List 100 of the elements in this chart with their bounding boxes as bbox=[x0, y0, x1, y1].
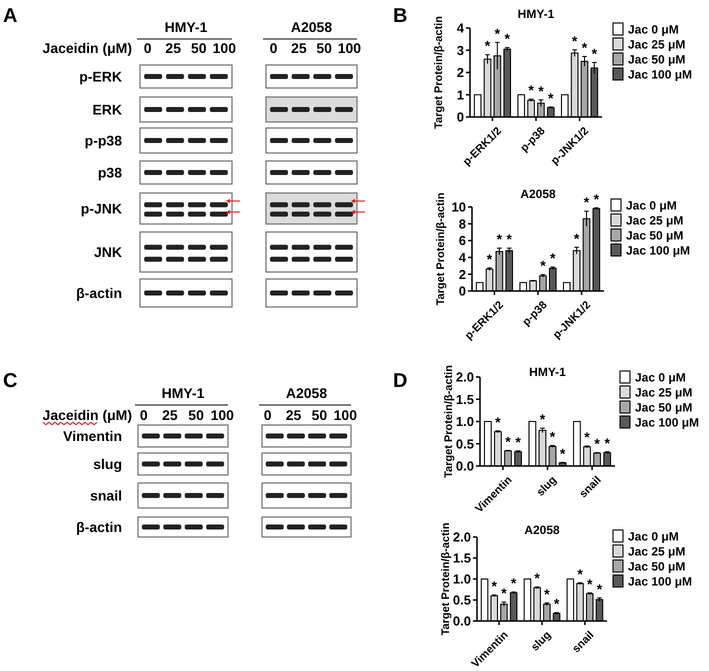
legend-label: Jac 25 μM bbox=[628, 544, 686, 558]
y-tick-label: 1.5 bbox=[452, 550, 471, 566]
data-label: * bbox=[582, 39, 588, 56]
text: Jaceidin (μM) bbox=[42, 407, 132, 423]
y-tick-label: 0.5 bbox=[456, 436, 474, 452]
data-label: * bbox=[505, 433, 512, 450]
legend-label: Jac 25 μM bbox=[628, 38, 686, 52]
data-label: * bbox=[596, 580, 603, 597]
data-label: * bbox=[544, 586, 550, 602]
text: HMY-1 bbox=[162, 385, 205, 401]
text: A bbox=[3, 5, 18, 27]
y-tick-label: 3 bbox=[456, 42, 464, 58]
data-label: * bbox=[584, 194, 590, 210]
category-label: 100 bbox=[210, 407, 234, 423]
data-label: * bbox=[496, 231, 503, 248]
y-axis-title: Target Protein/β-actin bbox=[443, 364, 455, 478]
category-label: 25 bbox=[165, 40, 182, 56]
data-label: * bbox=[495, 414, 502, 430]
y-tick-label: 1 bbox=[456, 87, 464, 102]
category-label: 0 bbox=[270, 40, 278, 56]
legend-label: Jac 0 μM bbox=[635, 370, 686, 384]
category-label: 0 bbox=[264, 407, 272, 423]
category-label: p-JNK bbox=[80, 200, 122, 216]
y-tick-label: 2 bbox=[458, 266, 466, 282]
category-label: slug bbox=[93, 456, 122, 472]
category-label: 50 bbox=[188, 407, 204, 423]
legend-label: Jac 100 μM bbox=[635, 416, 700, 430]
y-tick-label: 1.5 bbox=[456, 392, 474, 407]
y-tick-label: 0.0 bbox=[456, 458, 474, 474]
data-label: * bbox=[548, 90, 554, 106]
data-label: * bbox=[604, 434, 610, 451]
legend-label: Jac 100 μM bbox=[628, 68, 692, 82]
category-label: 25 bbox=[162, 407, 178, 423]
category-label: β-actin bbox=[76, 519, 122, 535]
chart-title: HMY-1 bbox=[529, 365, 566, 379]
data-label: * bbox=[592, 45, 598, 62]
data-label: * bbox=[550, 428, 556, 445]
y-tick-label: 1.0 bbox=[452, 572, 471, 587]
y-tick-label: 4 bbox=[456, 20, 465, 36]
category-label: ERK bbox=[92, 102, 122, 118]
y-tick-label: 0 bbox=[458, 284, 466, 299]
data-label: * bbox=[584, 428, 590, 445]
legend-label: Jac 50 μM bbox=[626, 228, 684, 242]
data-label: * bbox=[587, 576, 594, 592]
legend-label: Jac 100 μM bbox=[626, 244, 690, 258]
legend-label: Jac 0 μM bbox=[628, 22, 679, 36]
legend-label: Jac 0 μM bbox=[628, 530, 679, 544]
y-tick-label: 0 bbox=[456, 110, 464, 125]
y-tick-label: 8 bbox=[458, 216, 466, 232]
data-label: * bbox=[486, 250, 493, 267]
chart-title: A2058 bbox=[520, 187, 556, 201]
y-axis-title: Target Protein/β-actin bbox=[440, 522, 452, 636]
legend-label: Jac 25 μM bbox=[626, 214, 684, 228]
category-label: p-ERK bbox=[79, 68, 122, 84]
data-label: * bbox=[594, 190, 600, 207]
legend-label: Jac 0 μM bbox=[626, 198, 677, 212]
category-label: 50 bbox=[190, 40, 207, 56]
data-label: * bbox=[506, 231, 512, 248]
y-tick-label: 0.0 bbox=[452, 614, 471, 629]
data-label: * bbox=[577, 566, 584, 582]
legend-label: Jac 100 μM bbox=[628, 574, 692, 588]
data-label: * bbox=[594, 436, 600, 452]
category-label: JNK bbox=[94, 244, 122, 260]
y-tick-label: 2.0 bbox=[452, 530, 471, 545]
legend-label: Jac 50 μM bbox=[628, 560, 686, 574]
text: A2058 bbox=[286, 385, 328, 401]
chart-title: A2058 bbox=[524, 523, 560, 537]
category-label: 25 bbox=[291, 40, 307, 56]
category-label: 50 bbox=[312, 407, 328, 423]
text: Jaceidin (μM) bbox=[42, 40, 132, 56]
y-axis-title: Target Protein/β-actin bbox=[435, 192, 447, 306]
data-label: * bbox=[540, 411, 546, 428]
data-label: * bbox=[560, 445, 566, 462]
y-axis-title: Target Protein/β-actin bbox=[433, 16, 445, 129]
data-label: * bbox=[501, 585, 508, 602]
data-label: * bbox=[574, 230, 580, 246]
text: HMY-1 bbox=[164, 19, 208, 35]
y-tick-label: 10 bbox=[452, 200, 466, 215]
chart-title: HMY-1 bbox=[518, 7, 555, 21]
data-label: * bbox=[484, 38, 491, 54]
y-tick-label: 2 bbox=[456, 65, 464, 80]
text: A2058 bbox=[290, 19, 332, 35]
data-label: * bbox=[504, 30, 510, 47]
x-tick-label: slug bbox=[534, 474, 560, 499]
data-label: * bbox=[538, 82, 544, 99]
data-label: * bbox=[510, 575, 517, 592]
data-label: * bbox=[534, 570, 540, 586]
data-label: * bbox=[515, 434, 522, 450]
y-tick-label: 0.5 bbox=[452, 592, 471, 608]
category-label: 0 bbox=[144, 40, 152, 56]
legend-label: Jac 25 μM bbox=[635, 386, 692, 400]
text: B bbox=[393, 5, 408, 27]
x-tick-label: slug bbox=[529, 629, 554, 654]
data-label: * bbox=[550, 250, 556, 266]
data-label: * bbox=[492, 578, 498, 594]
text: D bbox=[393, 370, 408, 392]
y-tick-label: 4 bbox=[458, 250, 467, 265]
legend-label: Jac 50 μM bbox=[628, 52, 686, 66]
data-label: * bbox=[494, 25, 501, 42]
y-tick-label: 6 bbox=[458, 233, 466, 248]
